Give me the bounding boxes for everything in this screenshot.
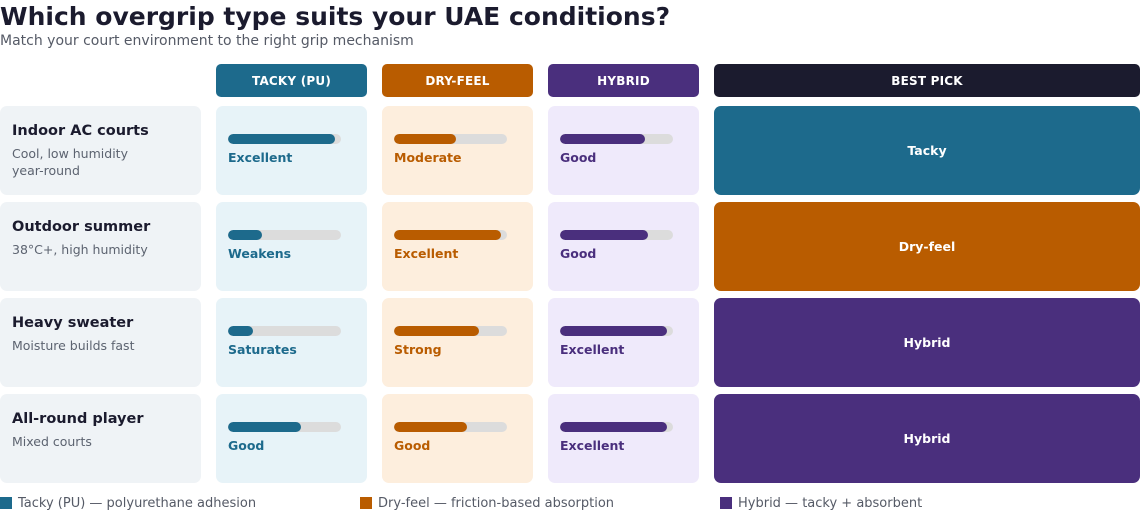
rating-bar-track <box>560 326 673 336</box>
best-pick-cell: Hybrid <box>714 394 1140 483</box>
row-label: All-round player Mixed courts <box>0 394 201 483</box>
row-label: Heavy sweater Moisture builds fast <box>0 298 201 387</box>
rating-cell-dryfeel: Strong <box>382 298 533 387</box>
row-description: Mixed courts <box>12 434 92 449</box>
rating-cell-tacky: Good <box>216 394 367 483</box>
rating-cell-tacky: Weakens <box>216 202 367 291</box>
row-description: Cool, low humidity year-round <box>12 146 128 178</box>
rating-label: Good <box>560 246 597 261</box>
rating-label: Good <box>228 438 265 453</box>
legend-item-tacky: Tacky (PU) — polyurethane adhesion <box>0 495 256 511</box>
rating-bar-fill <box>560 326 668 336</box>
rating-bar-track <box>228 230 341 240</box>
rating-bar-track <box>228 326 341 336</box>
best-pick-cell: Tacky <box>714 106 1140 195</box>
rating-bar-track <box>560 134 673 144</box>
rating-cell-tacky: Saturates <box>216 298 367 387</box>
rating-bar-fill <box>394 230 502 240</box>
legend-label-hybrid: Hybrid — tacky + absorbent <box>738 495 923 511</box>
legend-swatch-dryfeel <box>360 497 372 509</box>
rating-label: Excellent <box>228 150 293 165</box>
rating-bar-fill <box>394 326 479 336</box>
rating-bar-fill <box>560 422 668 432</box>
best-pick-cell: Hybrid <box>714 298 1140 387</box>
rating-cell-dryfeel: Good <box>382 394 533 483</box>
rating-cell-dryfeel: Excellent <box>382 202 533 291</box>
rating-bar-track <box>394 422 507 432</box>
rating-bar-track <box>560 422 673 432</box>
rating-bar-fill <box>228 422 302 432</box>
rating-cell-hybrid: Excellent <box>548 298 699 387</box>
rating-bar-fill <box>228 230 262 240</box>
rating-bar-track <box>394 326 507 336</box>
legend-item-hybrid: Hybrid — tacky + absorbent <box>720 495 922 511</box>
best-pick-cell: Dry-feel <box>714 202 1140 291</box>
row-name: All-round player <box>12 411 144 427</box>
rating-bar-fill <box>394 134 457 144</box>
legend-swatch-hybrid <box>720 497 732 509</box>
rating-cell-dryfeel: Moderate <box>382 106 533 195</box>
rating-bar-fill <box>394 422 468 432</box>
row-name: Heavy sweater <box>12 315 134 331</box>
rating-bar-fill <box>560 230 649 240</box>
row-description: 38°C+, high humidity <box>12 242 148 257</box>
row-name: Outdoor summer <box>12 219 151 235</box>
rating-cell-hybrid: Excellent <box>548 394 699 483</box>
rating-label: Moderate <box>394 150 462 165</box>
row-description: Moisture builds fast <box>12 338 135 353</box>
rating-bar-fill <box>228 326 253 336</box>
row-label: Outdoor summer 38°C+, high humidity <box>0 202 201 291</box>
legend-label-tacky: Tacky (PU) — polyurethane adhesion <box>18 495 257 511</box>
column-header-hybrid: HYBRID <box>548 64 699 97</box>
rating-bar-track <box>228 422 341 432</box>
rating-bar-fill <box>560 134 645 144</box>
rating-bar-track <box>394 134 507 144</box>
column-header-tacky: TACKY (PU) <box>216 64 367 97</box>
rating-bar-track <box>560 230 673 240</box>
rating-label: Good <box>560 150 597 165</box>
rating-bar-track <box>394 230 507 240</box>
column-header-dryfeel: DRY-FEEL <box>382 64 533 97</box>
rating-label: Saturates <box>228 342 297 357</box>
legend-label-dryfeel: Dry-feel — friction-based absorption <box>378 495 615 511</box>
rating-label: Strong <box>394 342 442 357</box>
rating-label: Excellent <box>394 246 459 261</box>
rating-label: Excellent <box>560 438 625 453</box>
row-label: Indoor AC courts Cool, low humidity year-… <box>0 106 201 195</box>
rating-label: Weakens <box>228 246 292 261</box>
legend-swatch-tacky <box>0 497 12 509</box>
rating-bar-track <box>228 134 341 144</box>
rating-cell-tacky: Excellent <box>216 106 367 195</box>
rating-bar-fill <box>228 134 336 144</box>
row-name: Indoor AC courts <box>12 123 149 139</box>
rating-label: Excellent <box>560 342 625 357</box>
rating-cell-hybrid: Good <box>548 106 699 195</box>
rating-cell-hybrid: Good <box>548 202 699 291</box>
chart-subtitle: Match your court environment to the righ… <box>0 33 414 49</box>
column-header-best-pick: BEST PICK <box>714 64 1140 97</box>
legend-item-dryfeel: Dry-feel — friction-based absorption <box>360 495 614 511</box>
rating-label: Good <box>394 438 431 453</box>
chart-title: Which overgrip type suits your UAE condi… <box>0 2 671 31</box>
